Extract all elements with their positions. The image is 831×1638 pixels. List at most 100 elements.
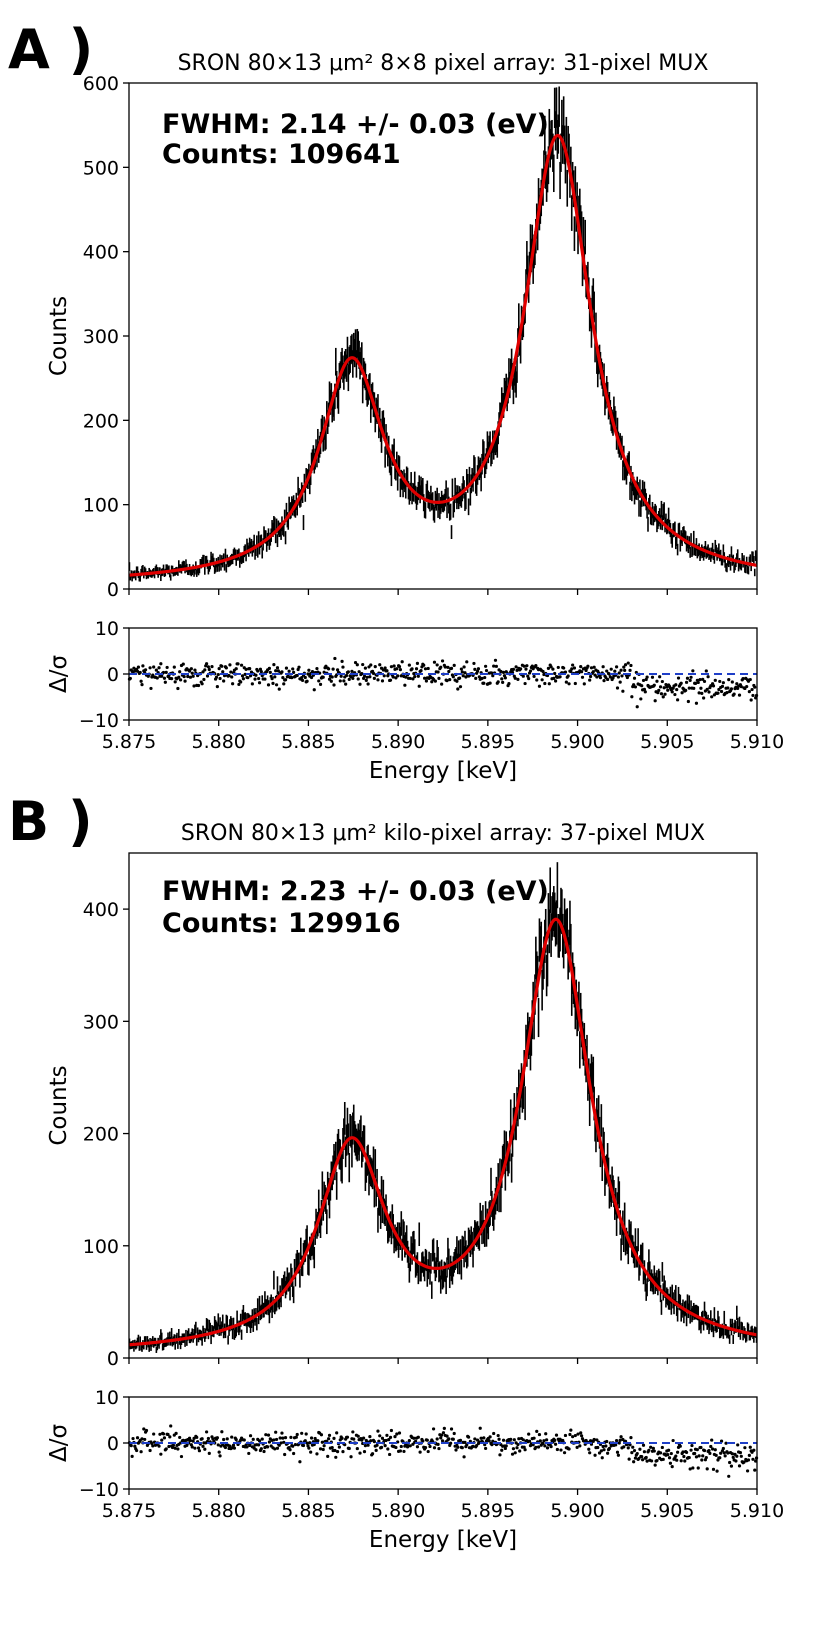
residual-point bbox=[615, 686, 620, 690]
residual-point bbox=[162, 1436, 167, 1440]
residual-point bbox=[378, 1434, 382, 1438]
residual-point bbox=[283, 1436, 288, 1440]
residual-point bbox=[206, 1436, 210, 1441]
residual-point bbox=[372, 676, 376, 680]
residual-point bbox=[182, 674, 186, 679]
fwhm-annotation: FWHM: 2.23 +/- 0.03 (eV) bbox=[162, 876, 549, 907]
residual-point bbox=[309, 675, 314, 680]
residual-point bbox=[356, 677, 360, 681]
residual-point bbox=[334, 1455, 338, 1459]
residual-point bbox=[216, 1443, 220, 1447]
residual-point bbox=[651, 1446, 655, 1450]
residual-point bbox=[229, 670, 233, 674]
residual-point bbox=[716, 691, 720, 695]
residual-point bbox=[549, 1445, 553, 1449]
residual-point bbox=[460, 1446, 464, 1450]
residual-point bbox=[344, 673, 349, 678]
residual-point bbox=[454, 1448, 458, 1452]
residual-point bbox=[277, 1443, 281, 1447]
residual-point bbox=[157, 1444, 161, 1448]
residual-point bbox=[267, 666, 272, 671]
residual-point bbox=[345, 1435, 350, 1439]
residual-point bbox=[555, 1447, 559, 1452]
residual-point bbox=[490, 1443, 494, 1447]
residual-point bbox=[228, 1444, 232, 1448]
residual-point bbox=[131, 1436, 135, 1441]
residual-point bbox=[535, 678, 539, 682]
residual-point bbox=[499, 669, 503, 674]
residual-point bbox=[527, 1432, 531, 1436]
residual-point bbox=[632, 676, 637, 680]
residual-point bbox=[694, 1455, 699, 1459]
residual-point bbox=[373, 664, 377, 669]
residual-point bbox=[618, 680, 622, 684]
residual-point bbox=[449, 1427, 454, 1431]
residual-point bbox=[181, 662, 185, 666]
residual-point bbox=[210, 664, 214, 669]
residual-point bbox=[525, 664, 529, 668]
residual-point bbox=[451, 1437, 455, 1441]
residual-point bbox=[618, 1438, 622, 1442]
residual-point bbox=[630, 695, 634, 699]
residual-point bbox=[266, 1433, 271, 1437]
residual-point bbox=[312, 688, 316, 692]
residual-point bbox=[211, 1437, 215, 1441]
residual-point bbox=[217, 667, 221, 671]
residual-point bbox=[158, 1432, 162, 1436]
residual-point bbox=[374, 1448, 378, 1452]
residual-point bbox=[346, 670, 350, 674]
residual-point bbox=[408, 676, 412, 681]
residual-point bbox=[446, 665, 450, 669]
residual-point bbox=[129, 1443, 133, 1448]
residual-point bbox=[534, 663, 538, 668]
residual-point bbox=[372, 1440, 376, 1444]
residual-point bbox=[217, 1450, 221, 1454]
residual-point bbox=[723, 1454, 727, 1458]
residual-point bbox=[315, 1452, 319, 1456]
residual-point bbox=[493, 658, 498, 662]
residual-point bbox=[509, 1437, 513, 1441]
residual-point bbox=[721, 1446, 725, 1451]
residual-point bbox=[440, 682, 444, 686]
residual-point bbox=[133, 1444, 137, 1448]
residual-point bbox=[710, 1447, 715, 1451]
residual-point bbox=[380, 679, 385, 683]
residual-point bbox=[342, 679, 346, 683]
residual-point bbox=[742, 1460, 746, 1464]
residual-point bbox=[751, 1457, 755, 1461]
residual-point bbox=[675, 1458, 679, 1462]
residual-point bbox=[196, 683, 201, 688]
residual-point bbox=[613, 669, 617, 673]
residual-point bbox=[628, 668, 632, 672]
residual-point bbox=[250, 682, 254, 686]
residual-point bbox=[368, 675, 372, 679]
residual-point bbox=[173, 1446, 177, 1450]
residual-point bbox=[494, 664, 498, 668]
residual-point bbox=[303, 1439, 307, 1443]
residual-point bbox=[437, 1446, 441, 1451]
residual-point bbox=[543, 681, 547, 686]
residual-point bbox=[633, 1456, 638, 1460]
residual-point bbox=[482, 1436, 486, 1440]
residual-point bbox=[149, 686, 153, 691]
residual-point bbox=[473, 1437, 477, 1441]
residual-point bbox=[693, 1451, 697, 1456]
residual-point bbox=[602, 678, 606, 683]
residual-point bbox=[711, 684, 716, 688]
residual-point bbox=[237, 682, 241, 687]
x-tick-label: 5.910 bbox=[730, 731, 784, 753]
residual-point bbox=[412, 1436, 416, 1440]
residual-point bbox=[475, 669, 480, 673]
residual-point bbox=[383, 666, 387, 670]
residual-point bbox=[288, 1448, 292, 1452]
residual-point bbox=[310, 669, 315, 674]
residual-point bbox=[152, 665, 156, 669]
residual-point bbox=[136, 665, 141, 669]
residual-point bbox=[437, 676, 441, 680]
x-tick-label: 5.905 bbox=[640, 731, 694, 753]
residual-point bbox=[607, 1446, 612, 1451]
residual-point bbox=[347, 1446, 351, 1451]
residual-point bbox=[333, 656, 337, 661]
residual-point bbox=[284, 666, 289, 670]
residual-point bbox=[159, 1452, 163, 1456]
